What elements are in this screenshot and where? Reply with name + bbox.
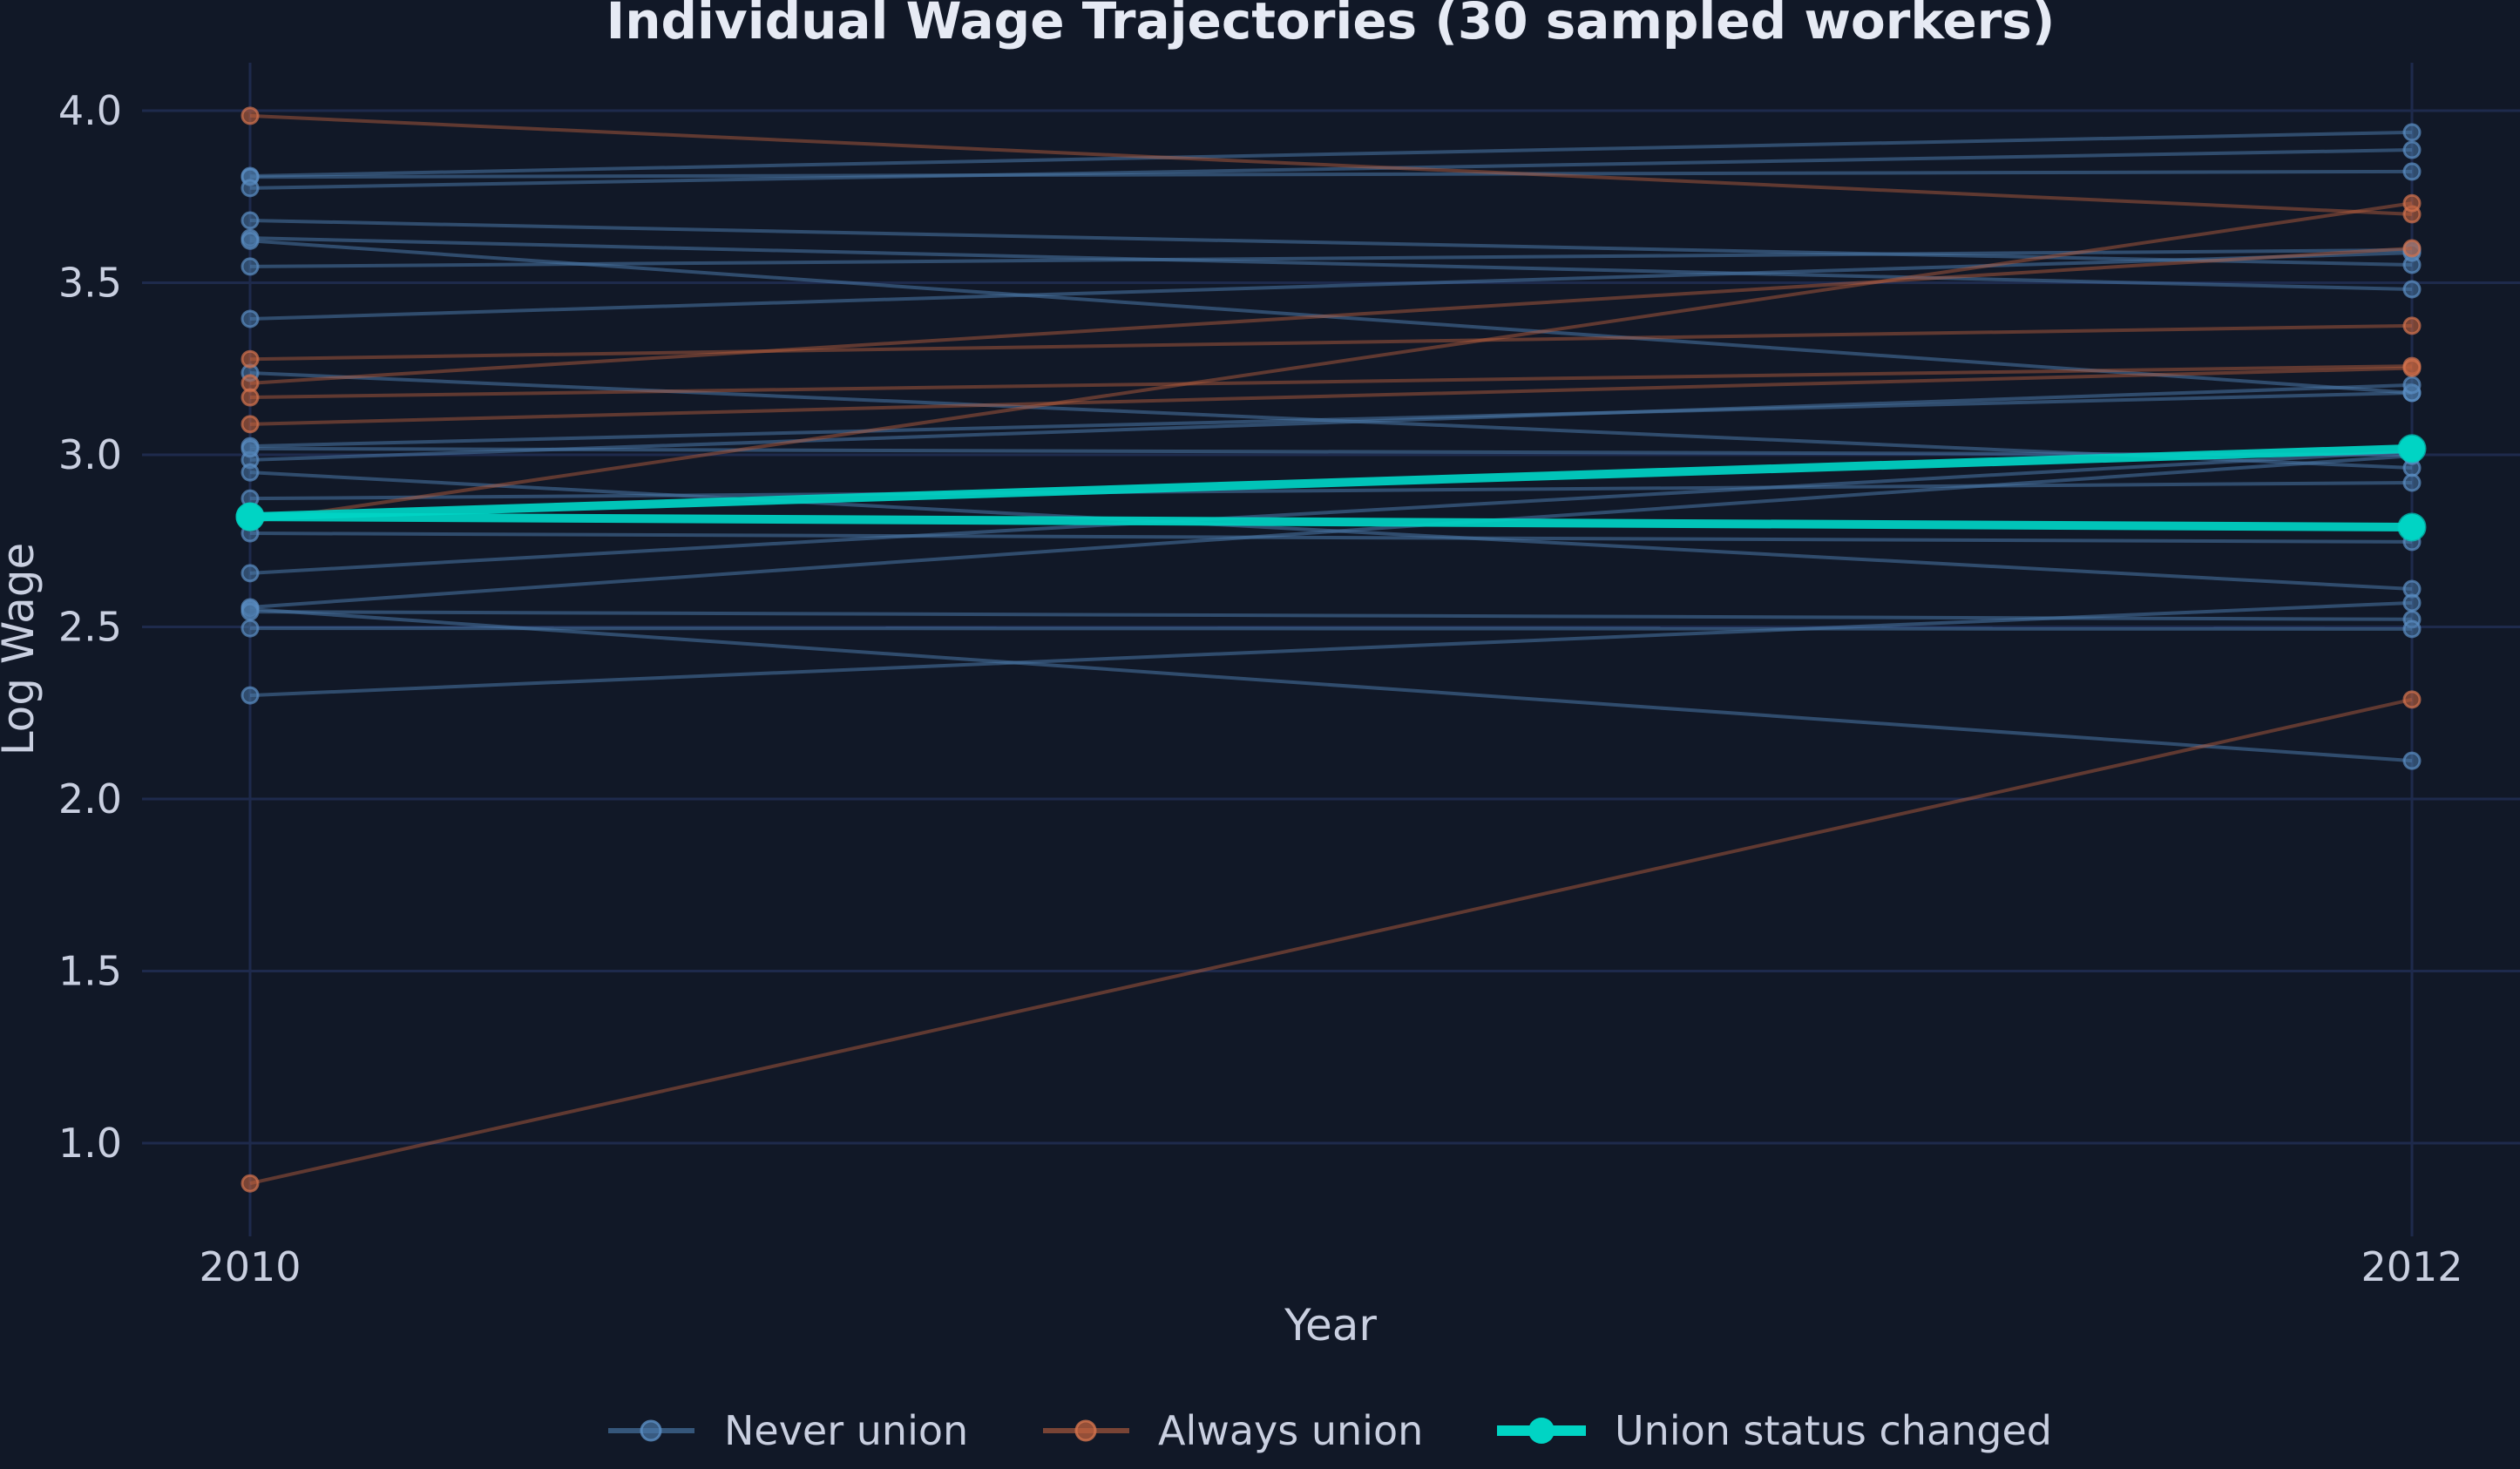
trajectory-line (249, 236, 2413, 292)
series-never-union (240, 123, 2422, 770)
always-union-trajectory (240, 316, 2422, 369)
x-axis-ticks: 2010 2012 (199, 1243, 2462, 1290)
y-tick-label: 1.5 (58, 948, 122, 995)
never-union-marker-icon (640, 1419, 662, 1442)
always-union-trajectory (240, 358, 2422, 434)
y-tick-label: 1.0 (58, 1120, 122, 1167)
data-point-marker (240, 463, 260, 482)
data-point-marker (2402, 280, 2422, 299)
y-axis-label: Log Wage (0, 543, 44, 756)
trajectory-line (249, 626, 2413, 631)
trajectory-line (249, 130, 2413, 179)
data-point-marker (2402, 376, 2422, 395)
chart-title: Individual Wage Trajectories (30 sampled… (606, 0, 2056, 51)
data-point-marker (240, 415, 260, 434)
plot-series (235, 106, 2427, 1193)
trajectory-line (249, 446, 2413, 457)
data-point-marker (2402, 358, 2422, 377)
trajectory-line (249, 600, 2413, 698)
series-always-union (240, 106, 2422, 1193)
trajectory-line (249, 247, 2413, 268)
data-point-marker (240, 231, 260, 250)
data-point-marker (2402, 193, 2422, 213)
data-point-marker (240, 1174, 260, 1193)
union-changed-trajectory (235, 502, 2427, 542)
trajectory-line (249, 148, 2413, 190)
trajectory-line (249, 443, 2413, 522)
y-tick-label: 2.5 (58, 604, 122, 651)
data-point-marker (2397, 512, 2427, 542)
y-axis-ticks: 1.0 1.5 2.0 2.5 3.0 3.5 4.0 (58, 87, 122, 1167)
data-point-marker (240, 564, 260, 583)
data-point-marker (240, 602, 260, 621)
trajectory-line (249, 512, 2413, 531)
never-union-trajectory (240, 140, 2422, 198)
y-tick-label: 3.0 (58, 431, 122, 478)
always-union-trajectory (240, 239, 2422, 393)
data-point-marker (240, 106, 260, 125)
always-union-marker-icon (1074, 1419, 1097, 1442)
y-tick-label: 3.5 (58, 260, 122, 307)
data-point-marker (2402, 593, 2422, 613)
data-point-marker (2402, 619, 2422, 639)
x-tick-label: 2010 (199, 1243, 301, 1290)
trajectory-line (249, 364, 2413, 400)
y-tick-label: 4.0 (58, 87, 122, 134)
trajectory-line (249, 239, 2413, 395)
data-point-marker (2402, 316, 2422, 335)
never-union-trajectory (240, 473, 2422, 508)
y-tick-label: 2.0 (58, 775, 122, 823)
data-point-marker (2402, 123, 2422, 142)
data-point-marker (2402, 239, 2422, 258)
trajectory-line (249, 219, 2413, 267)
trajectory-line (249, 201, 2413, 525)
data-point-marker (240, 349, 260, 369)
trajectory-line (249, 113, 2413, 216)
trajectory-line (249, 366, 2413, 426)
data-point-marker (240, 439, 260, 458)
x-axis-label: Year (1284, 1300, 1377, 1351)
trajectory-line (249, 454, 2413, 609)
trajectory-line (249, 697, 2413, 1186)
data-point-marker (235, 502, 265, 531)
trajectory-line (249, 480, 2413, 501)
data-point-marker (2402, 690, 2422, 709)
legend-label-always-union: Always union (1158, 1407, 1423, 1454)
legend: Never union Always union Union status ch… (608, 1407, 2052, 1454)
trajectory-line (249, 247, 2413, 385)
trajectory-line (249, 390, 2413, 449)
trajectory-line (249, 323, 2413, 362)
trajectory-line (249, 382, 2413, 462)
data-point-marker (2402, 140, 2422, 159)
data-point-marker (240, 179, 260, 198)
data-point-marker (240, 257, 260, 276)
data-point-marker (240, 686, 260, 705)
data-point-marker (2397, 434, 2427, 464)
data-point-marker (2402, 162, 2422, 181)
trajectory-line (249, 169, 2413, 179)
never-union-trajectory (240, 593, 2422, 705)
never-union-trajectory (240, 619, 2422, 639)
legend-label-never-union: Never union (724, 1407, 968, 1454)
legend-item-always-union[interactable]: Always union (1043, 1407, 1423, 1454)
trajectory-line (249, 450, 2413, 575)
trajectory-line (249, 251, 2413, 321)
legend-item-never-union[interactable]: Never union (608, 1407, 968, 1454)
trajectory-line (249, 531, 2413, 544)
series-union-changed (235, 434, 2427, 542)
data-point-marker (240, 309, 260, 328)
legend-item-union-status-changed[interactable]: Union status changed (1497, 1407, 2052, 1454)
data-point-marker (2402, 473, 2422, 492)
data-point-marker (240, 619, 260, 638)
data-point-marker (2402, 751, 2422, 770)
data-point-marker (240, 388, 260, 407)
always-union-trajectory (240, 690, 2422, 1193)
legend-label-union-status-changed: Union status changed (1615, 1407, 2052, 1454)
trajectory-line (249, 606, 2413, 763)
x-tick-label: 2012 (2361, 1243, 2462, 1290)
union-changed-marker-icon (1528, 1418, 1555, 1444)
data-point-marker (240, 211, 260, 230)
